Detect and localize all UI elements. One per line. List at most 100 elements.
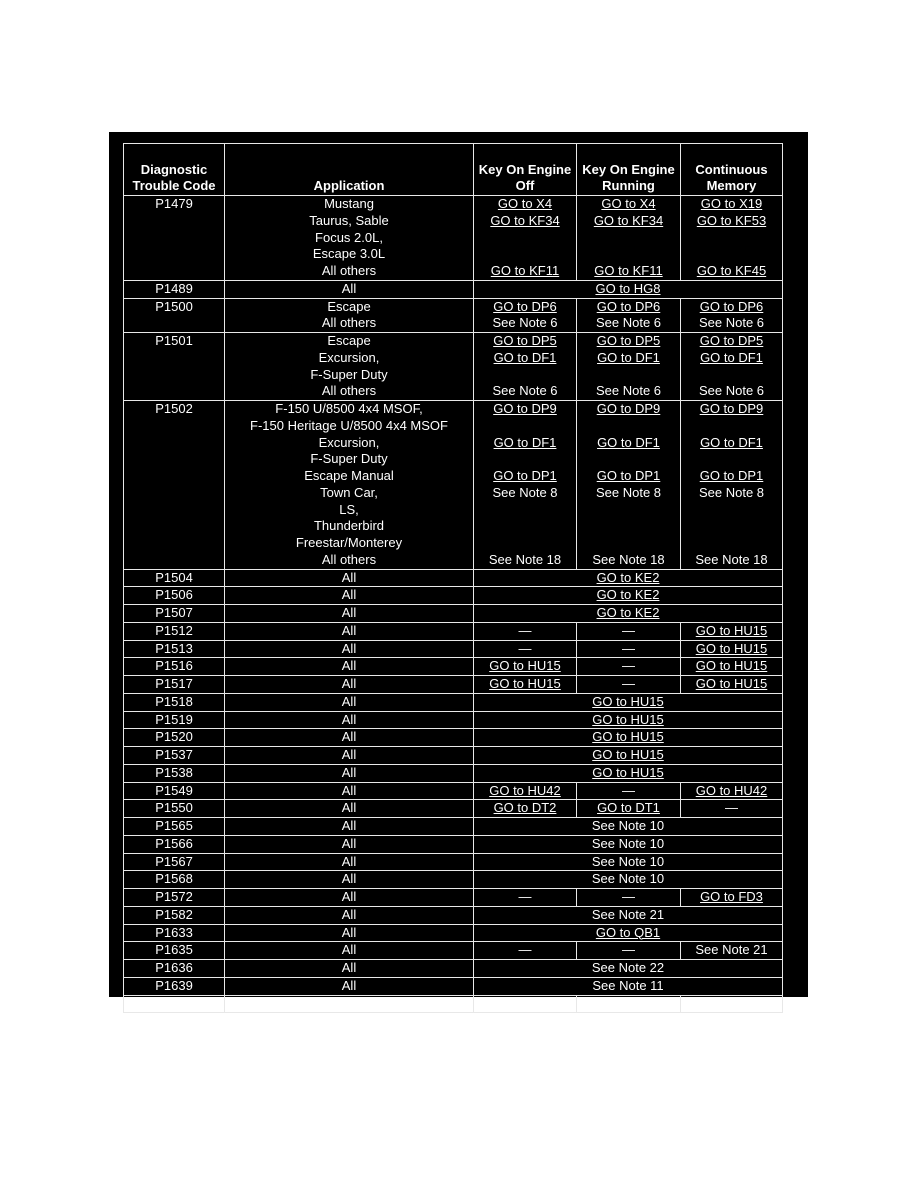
cell-text: All	[341, 693, 357, 709]
go-to-link[interactable]: GO to DT2	[493, 800, 557, 816]
koeo-cell: —	[473, 888, 577, 907]
go-to-link[interactable]: GO to HU15	[695, 622, 768, 638]
continuous-memory-cell: GO to HU15	[680, 621, 783, 641]
cell-text: See Note 18	[488, 551, 562, 567]
table-row: P1568 All See Note 10	[123, 870, 783, 889]
table-row: P1549 All GO to HU42 — GO to HU42	[123, 781, 783, 801]
go-to-link[interactable]: GO to X4	[601, 196, 656, 211]
go-to-link[interactable]: GO to DF1	[597, 434, 660, 450]
koeo-cell: —	[473, 941, 577, 960]
cell-text: —	[622, 622, 635, 638]
go-to-link[interactable]: GO to HU15	[695, 640, 768, 656]
cell-text: Mustang	[324, 196, 374, 211]
application-cell: All	[224, 799, 474, 818]
cell-text	[681, 418, 782, 435]
go-to-link[interactable]: GO to KF11	[594, 263, 663, 278]
go-to-link[interactable]: GO to HU15	[592, 693, 664, 709]
go-to-link[interactable]: GO to HU42	[695, 782, 768, 798]
cell-text: See Note 6	[492, 383, 558, 399]
all-modes-cell: GO to HG8	[473, 279, 783, 299]
go-to-link[interactable]: GO to DP6	[596, 298, 661, 314]
go-to-link[interactable]: GO to KF34	[593, 212, 664, 228]
go-to-link[interactable]: GO to KF53	[696, 212, 767, 228]
application-cell: All	[224, 763, 474, 783]
all-modes-cell: See Note 10	[473, 834, 783, 854]
dtc-code: P1565	[123, 817, 225, 836]
go-to-link[interactable]: GO to KF11	[490, 263, 560, 278]
go-to-link[interactable]: GO to HG8	[595, 280, 661, 296]
go-to-link[interactable]: GO to HU42	[489, 782, 561, 798]
go-to-link[interactable]: GO to KE2	[596, 587, 660, 603]
go-to-link[interactable]: GO to DF1	[493, 349, 557, 365]
header-continuous-memory: Continuous Memory	[680, 143, 783, 196]
go-to-link[interactable]: GO to KE2	[596, 605, 660, 620]
go-to-link[interactable]: GO to HU15	[489, 658, 561, 674]
dtc-code-text: P1501	[155, 333, 193, 348]
cell-text: All	[341, 676, 357, 691]
cell-text	[474, 246, 576, 263]
dtc-code-text: P1636	[155, 960, 193, 975]
cell-text: See Note 10	[591, 818, 665, 833]
go-to-link[interactable]: GO to DP9	[699, 401, 764, 416]
continuous-memory-cell: —	[680, 799, 783, 818]
go-to-link[interactable]: GO to DF1	[700, 349, 763, 365]
go-to-link[interactable]: GO to HU15	[592, 711, 664, 727]
go-to-link[interactable]: GO to DT1	[597, 800, 660, 816]
cell-text: —	[622, 942, 635, 958]
go-to-link[interactable]: GO to DP6	[493, 298, 557, 314]
go-to-link[interactable]: GO to DP5	[493, 333, 557, 348]
cell-text: —	[725, 800, 738, 816]
cell-text: See Note 10	[591, 853, 665, 869]
go-to-link[interactable]: GO to FD3	[700, 889, 763, 904]
go-to-link[interactable]: GO to HU15	[695, 676, 768, 691]
continuous-memory-cell: GO to DP6 See Note 6	[680, 297, 783, 333]
go-to-link[interactable]: GO to DP9	[596, 401, 661, 416]
go-to-link[interactable]: GO to DP1	[493, 468, 557, 483]
table-row: P1479 Mustang Taurus, Sable Focus 2.0L, Esca…	[123, 195, 783, 281]
go-to-link[interactable]: GO to HU15	[695, 658, 768, 674]
go-to-link[interactable]: GO to DF1	[700, 434, 763, 450]
go-to-link[interactable]: GO to DP5	[699, 333, 764, 348]
go-to-link[interactable]: GO to QB1	[595, 924, 661, 940]
table-row: P1512 All — — GO to HU15	[123, 621, 783, 641]
table-row: P1518 All GO to HU15	[123, 692, 783, 712]
go-to-link[interactable]: GO to KF34	[490, 212, 560, 228]
go-to-link[interactable]: GO to DP5	[596, 333, 661, 348]
go-to-link[interactable]: GO to HU15	[592, 764, 664, 780]
cell-text: —	[518, 640, 532, 656]
cell-text: See Note 10	[591, 871, 665, 887]
cell-text: All	[341, 906, 357, 922]
koeo-cell: GO to DP9 GO to DF1 GO to DP1 See Note 8 See…	[473, 400, 577, 570]
cell-text: Thunderbird	[313, 518, 385, 534]
dtc-code: P1566	[123, 834, 225, 854]
all-modes-cell: See Note 10	[473, 817, 783, 836]
go-to-link[interactable]: GO to HU15	[489, 676, 561, 691]
cell-text: All	[341, 800, 357, 816]
dtc-code: P1479	[123, 195, 225, 281]
application-cell: All	[224, 568, 474, 588]
dtc-code-text: P1512	[155, 622, 193, 638]
all-modes-cell: See Note 10	[473, 870, 783, 889]
table-row: P1635 All — — See Note 21	[123, 941, 783, 960]
go-to-link[interactable]: GO to X4	[497, 196, 553, 211]
go-to-link[interactable]: GO to DP1	[699, 468, 764, 483]
go-to-link[interactable]: GO to KF45	[696, 263, 767, 278]
koer-cell: GO to DT1	[576, 799, 681, 818]
go-to-link[interactable]: GO to DP9	[493, 401, 557, 416]
go-to-link[interactable]: GO to DF1	[493, 434, 557, 450]
go-to-link[interactable]: GO to HU15	[592, 729, 664, 745]
go-to-link[interactable]: GO to DP1	[596, 468, 661, 483]
dtc-code-text: P1506	[155, 587, 193, 603]
go-to-link[interactable]: GO to DF1	[597, 349, 660, 365]
all-modes-cell: See Note 22	[473, 959, 783, 978]
go-to-link[interactable]: GO to X19	[700, 196, 763, 211]
cell-text	[577, 535, 680, 552]
application-cell: All	[224, 621, 474, 641]
cell-text: All others	[321, 315, 377, 331]
dtc-code: P1513	[123, 639, 225, 659]
dtc-code: P1567	[123, 852, 225, 872]
cell-text: Freestar/Monterey	[295, 535, 403, 550]
go-to-link[interactable]: GO to DP6	[699, 298, 764, 314]
go-to-link[interactable]: GO to KE2	[596, 569, 660, 585]
go-to-link[interactable]: GO to HU15	[592, 747, 664, 762]
